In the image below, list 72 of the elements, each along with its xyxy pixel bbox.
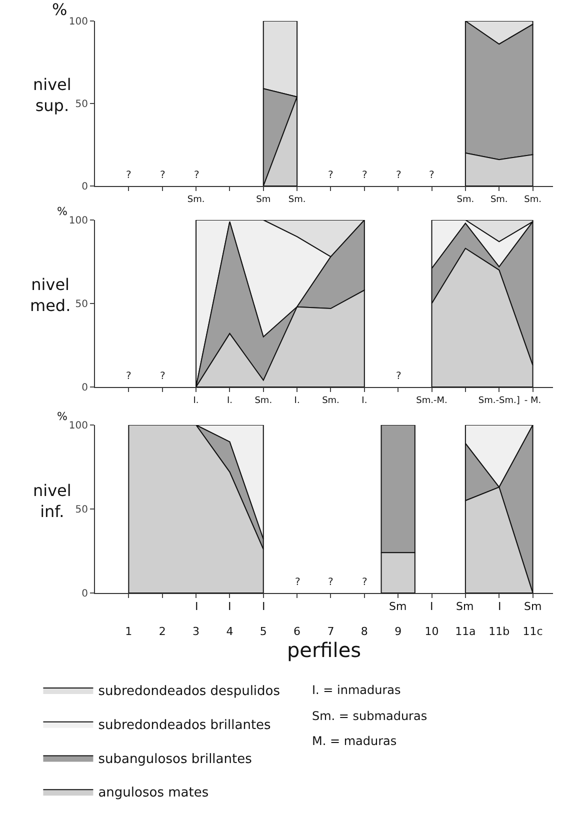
text: M. = maduras (312, 734, 397, 748)
text: % (57, 410, 68, 423)
x-tick-label: Sm. (490, 194, 508, 205)
x-tick-label: 1 (125, 625, 132, 638)
x-tick-label: 5 (260, 625, 267, 638)
x-tick-label: Sm. (322, 396, 340, 406)
x-tick-label: 2 (158, 625, 166, 638)
annotation: ? (194, 170, 200, 181)
annotation: ? (295, 577, 300, 588)
annotation: ? (362, 577, 368, 588)
x-tick-label: 11b (488, 625, 510, 638)
x-tick-label: 11c (522, 625, 543, 638)
y-axis-title: nivel inf. (33, 481, 72, 521)
annotation: ? (396, 371, 402, 382)
x-tick-label: - M. (524, 396, 542, 406)
y-axis-title: nivel med. (30, 275, 71, 315)
x-tick-label: I. (193, 396, 199, 406)
annotation: ? (126, 170, 132, 181)
annotation: ? (396, 170, 402, 181)
annotation: ? (126, 371, 132, 382)
y-tick-label: 0 (82, 382, 88, 394)
y-tick-label: 100 (68, 216, 88, 226)
x-tick-label: 7 (327, 625, 334, 638)
y-tick-label: 0 (82, 182, 88, 192)
x-tick-label: Sm. (254, 396, 272, 406)
legend-label: subredondeados despulidos (98, 684, 280, 700)
x-tick-label: I. (362, 396, 368, 406)
text: I (228, 600, 232, 613)
legend-label: angulosos mates (98, 786, 209, 801)
y-tick-label: 50 (75, 299, 88, 310)
x-tick-label: 4 (226, 625, 234, 638)
x-tick-label: 10 (424, 625, 439, 638)
x-tick-label: Sm. (288, 194, 306, 205)
text: Sm (456, 600, 474, 613)
text: Sm (389, 600, 407, 613)
legend-label: subangulosos brillantes (98, 752, 252, 767)
y-tick-label: 100 (68, 420, 88, 432)
annotation: ? (328, 577, 334, 588)
annotation: ? (429, 170, 434, 181)
x-tick-label: Sm. (524, 194, 542, 205)
text: I. = inmaduras (312, 683, 401, 697)
annotation: ? (160, 170, 166, 181)
text: % (52, 0, 68, 19)
text: % (57, 205, 68, 218)
text: I (262, 600, 266, 613)
x-tick-label: Sm. (456, 194, 474, 205)
y-tick-label: 50 (75, 99, 88, 110)
x-tick-label: 8 (360, 625, 368, 638)
x-tick-label: Sm (256, 194, 271, 205)
x-tick-label: 11a (455, 625, 476, 638)
x-tick-label: I. (226, 396, 232, 406)
annotation: ? (362, 170, 368, 181)
x-tick-label: Sm.-Sm.] (478, 396, 520, 406)
annotation: ? (328, 170, 334, 181)
y-tick-label: 100 (68, 16, 88, 28)
y-axis-title: nivel sup. (33, 75, 72, 115)
x-tick-label: 3 (192, 625, 200, 638)
text: I (430, 600, 434, 613)
x-tick-label: 6 (294, 625, 301, 638)
text: I (195, 600, 198, 613)
x-axis-title: perfiles (286, 638, 362, 662)
text: I (498, 600, 502, 613)
text: Sm. = submaduras (312, 709, 428, 723)
legend-label: subredondeados brillantes (98, 718, 272, 733)
annotation: ? (160, 371, 166, 382)
y-tick-label: 0 (82, 588, 88, 600)
x-tick-label: 9 (394, 625, 402, 638)
x-tick-label: Sm.-M. (416, 396, 448, 406)
y-tick-label: 50 (75, 504, 88, 516)
x-tick-label: I. (294, 396, 300, 406)
text: Sm (524, 600, 542, 613)
x-tick-label: Sm. (187, 194, 205, 205)
